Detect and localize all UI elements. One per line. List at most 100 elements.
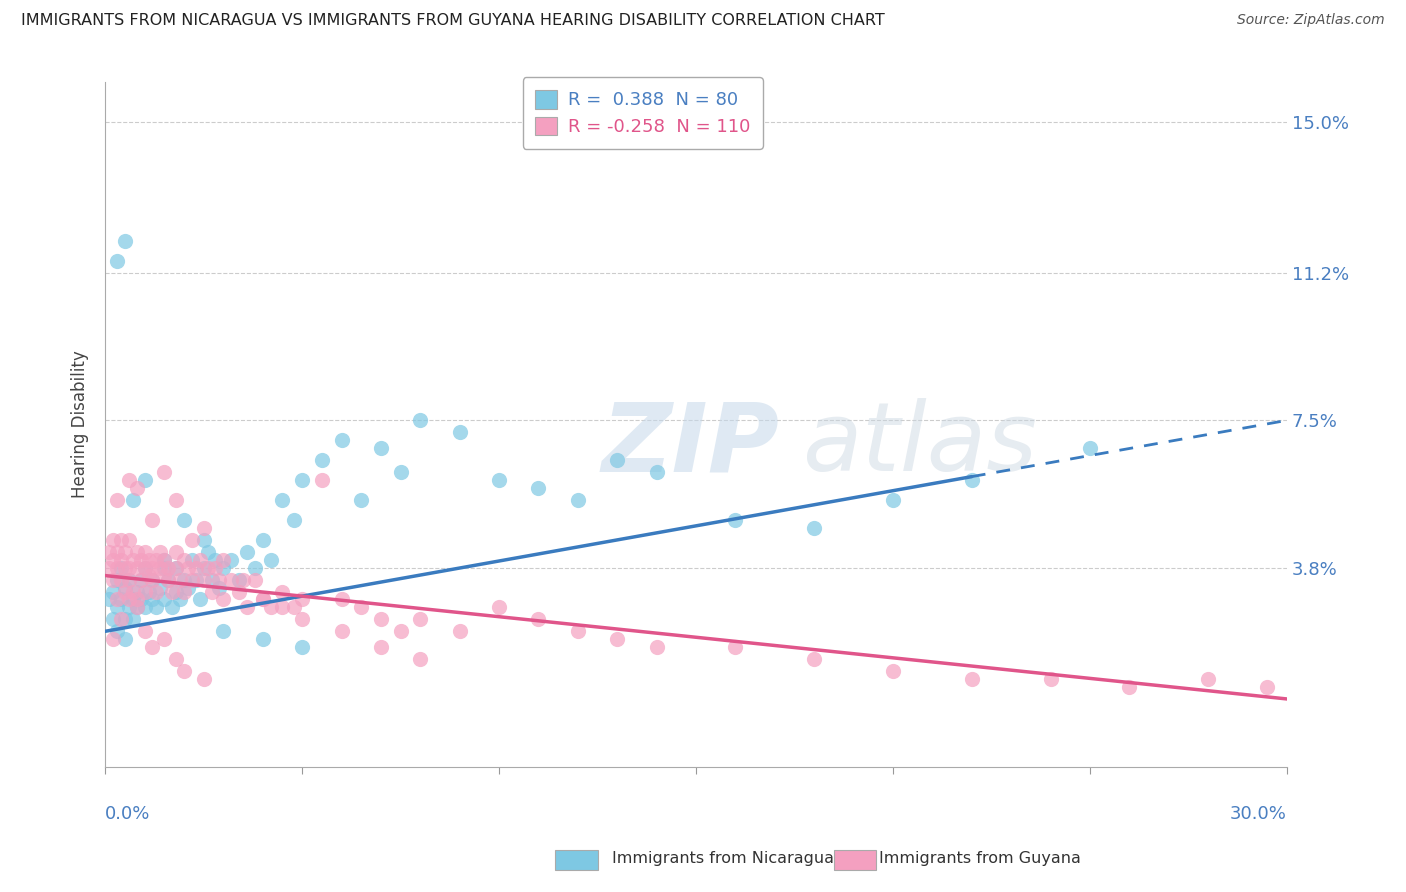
Point [882,664,904,678]
Point [105,254,128,268]
Point [208,573,231,587]
Point [149,560,172,574]
Point [169,592,191,607]
Point [236,600,259,615]
Point [105,600,128,615]
Point [134,560,156,574]
Point [228,584,250,599]
Point [1256,680,1278,694]
Point [488,600,510,615]
Point [527,481,550,495]
Point [110,552,132,566]
Point [101,584,124,599]
Point [129,573,152,587]
Point [118,573,141,587]
Point [98,592,121,607]
Point [1078,442,1101,456]
Point [283,600,305,615]
Point [252,592,274,607]
Point [208,581,231,595]
Point [114,632,136,647]
Point [228,573,250,587]
Point [243,573,266,587]
Point [149,581,172,595]
Point [98,545,121,559]
Point [160,584,183,599]
Point [291,473,314,487]
Point [105,493,128,508]
Point [110,573,132,587]
Point [803,652,825,666]
Point [330,592,353,607]
Point [114,545,136,559]
Point [114,235,136,249]
Point [125,584,148,599]
Point [141,560,163,574]
Point [125,600,148,615]
Point [212,592,235,607]
Point [153,632,176,647]
Point [188,552,211,566]
Point [724,513,747,527]
Point [180,573,202,587]
Point [134,624,156,639]
Point [212,560,235,574]
Point [121,493,143,508]
Point [232,573,254,587]
Point [350,493,373,508]
Point [101,573,124,587]
Point [291,640,314,655]
Point [330,624,353,639]
Text: Source: ZipAtlas.com: Source: ZipAtlas.com [1237,13,1385,28]
Point [105,624,128,639]
Point [184,573,207,587]
Point [645,465,668,479]
Point [129,573,152,587]
Point [193,672,215,686]
Point [118,473,141,487]
Point [153,552,176,566]
Point [101,632,124,647]
Point [145,584,167,599]
Point [291,612,314,626]
Point [803,521,825,535]
Point [114,560,136,574]
Point [219,552,242,566]
Point [153,465,176,479]
Point [271,584,294,599]
Point [252,632,274,647]
Point [409,652,432,666]
Point [98,560,121,574]
Point [197,545,219,559]
Point [169,573,191,587]
Point [165,560,187,574]
Text: Immigrants from Nicaragua: Immigrants from Nicaragua [612,851,834,865]
Point [200,584,222,599]
Point [173,513,195,527]
Point [110,560,132,574]
Point [114,584,136,599]
Point [121,552,143,566]
Point [488,473,510,487]
Legend: R =  0.388  N = 80, R = -0.258  N = 110: R = 0.388 N = 80, R = -0.258 N = 110 [523,78,763,149]
Point [118,533,141,547]
Point [219,573,242,587]
Point [193,560,215,574]
Point [243,560,266,574]
Point [960,672,983,686]
Point [125,600,148,615]
Point [157,573,180,587]
Point [153,552,176,566]
Point [212,552,235,566]
Point [527,612,550,626]
Point [114,612,136,626]
Point [121,592,143,607]
Point [449,425,471,440]
Point [114,581,136,595]
Point [134,584,156,599]
Point [177,560,200,574]
Point [101,552,124,566]
Point [567,493,589,508]
Point [121,612,143,626]
Point [134,473,156,487]
